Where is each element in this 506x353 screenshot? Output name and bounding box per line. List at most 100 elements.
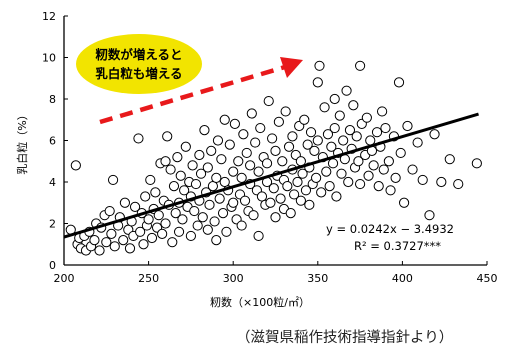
data-point — [177, 214, 188, 225]
data-point — [270, 212, 281, 223]
annotation-bubble — [76, 34, 202, 94]
data-point — [371, 127, 383, 138]
data-point — [282, 181, 293, 192]
y-ticks: 0 2 4 6 8 10 12 — [42, 10, 68, 272]
y-tick-label: 12 — [42, 10, 56, 23]
data-point — [202, 224, 213, 235]
data-point — [268, 183, 279, 194]
data-point — [214, 193, 225, 204]
data-point — [170, 208, 181, 219]
data-point — [157, 228, 168, 239]
data-point — [172, 152, 183, 163]
data-point — [319, 102, 330, 113]
data-point — [395, 147, 406, 159]
data-point — [228, 166, 239, 177]
data-point — [378, 164, 389, 175]
data-point — [273, 116, 284, 127]
data-point — [253, 230, 264, 242]
data-point — [302, 139, 313, 150]
data-point — [195, 168, 207, 179]
data-point — [212, 135, 224, 146]
data-point — [373, 181, 384, 192]
data-point — [199, 125, 210, 136]
data-point — [133, 133, 144, 144]
data-point — [344, 125, 356, 136]
data-point — [402, 120, 413, 132]
data-point — [412, 137, 423, 148]
data-point — [393, 77, 405, 88]
data-point — [135, 226, 146, 237]
data-point — [211, 172, 222, 183]
data-point — [140, 191, 151, 202]
data-point — [368, 160, 379, 171]
x-tick-label: 300 — [223, 272, 244, 285]
data-point — [233, 156, 244, 167]
data-point — [245, 160, 256, 171]
data-point — [165, 164, 176, 175]
data-point — [204, 199, 215, 210]
data-point — [283, 141, 295, 152]
scatter-points — [65, 60, 482, 256]
data-point — [424, 210, 435, 221]
data-point — [322, 129, 334, 140]
regression-equation: y = 0.0242x − 3.4932 — [326, 222, 454, 236]
data-point — [444, 154, 455, 165]
trend-arrow-shaft — [99, 64, 286, 125]
data-point — [209, 216, 220, 227]
data-point — [334, 110, 345, 121]
data-point — [436, 176, 447, 188]
x-axis-title: 籾数（×100粒/㎡） — [210, 295, 310, 309]
data-point — [250, 137, 261, 148]
data-point — [453, 178, 464, 190]
data-point — [119, 197, 131, 208]
trend-line — [63, 112, 479, 239]
data-point — [398, 197, 410, 208]
annotation-line-1: 籾数が増えると — [95, 47, 182, 62]
data-point — [179, 185, 190, 196]
data-point — [189, 205, 200, 217]
data-point — [329, 93, 340, 105]
data-point — [305, 127, 317, 138]
data-point — [297, 168, 308, 179]
data-point — [246, 108, 257, 119]
data-point — [180, 141, 191, 152]
data-point — [300, 185, 312, 196]
data-point — [150, 187, 161, 198]
data-point — [341, 85, 352, 96]
data-point — [104, 205, 115, 217]
data-point — [94, 245, 105, 256]
data-point — [407, 164, 418, 175]
data-point — [221, 226, 232, 237]
data-point — [270, 145, 281, 156]
data-point — [343, 176, 354, 188]
data-point — [143, 214, 154, 225]
y-tick-label: 0 — [49, 259, 56, 272]
data-point — [417, 174, 428, 186]
data-point — [299, 114, 310, 125]
data-point — [236, 220, 247, 231]
x-tick-label: 350 — [307, 272, 328, 285]
data-point — [107, 174, 119, 186]
data-point — [168, 181, 180, 192]
data-point — [219, 114, 230, 125]
data-point — [338, 135, 349, 146]
data-point — [248, 210, 259, 221]
y-axis-title: 乳白粒（%） — [15, 109, 29, 174]
x-tick-label: 450 — [477, 272, 498, 285]
source-note: （滋賀県稲作技術指導指針より） — [236, 330, 454, 346]
data-point — [153, 210, 164, 221]
annotation-line-2: 乳白粒も増える — [95, 66, 182, 81]
data-point — [267, 133, 278, 144]
data-point — [429, 129, 440, 140]
data-point — [101, 237, 112, 248]
data-point — [160, 156, 171, 167]
data-point — [348, 100, 359, 111]
data-point — [312, 77, 323, 88]
x-ticks: 200 250 300 350 400 450 — [54, 261, 498, 285]
data-point — [280, 106, 291, 117]
data-point — [187, 160, 198, 171]
data-point — [309, 145, 320, 156]
data-point — [361, 112, 372, 123]
data-point — [109, 241, 120, 252]
data-point — [351, 131, 362, 142]
